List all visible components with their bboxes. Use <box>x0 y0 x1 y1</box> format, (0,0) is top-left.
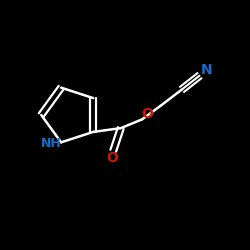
Text: O: O <box>142 108 154 122</box>
Text: N: N <box>201 63 212 77</box>
Text: O: O <box>106 151 118 165</box>
Text: NH: NH <box>41 137 62 150</box>
